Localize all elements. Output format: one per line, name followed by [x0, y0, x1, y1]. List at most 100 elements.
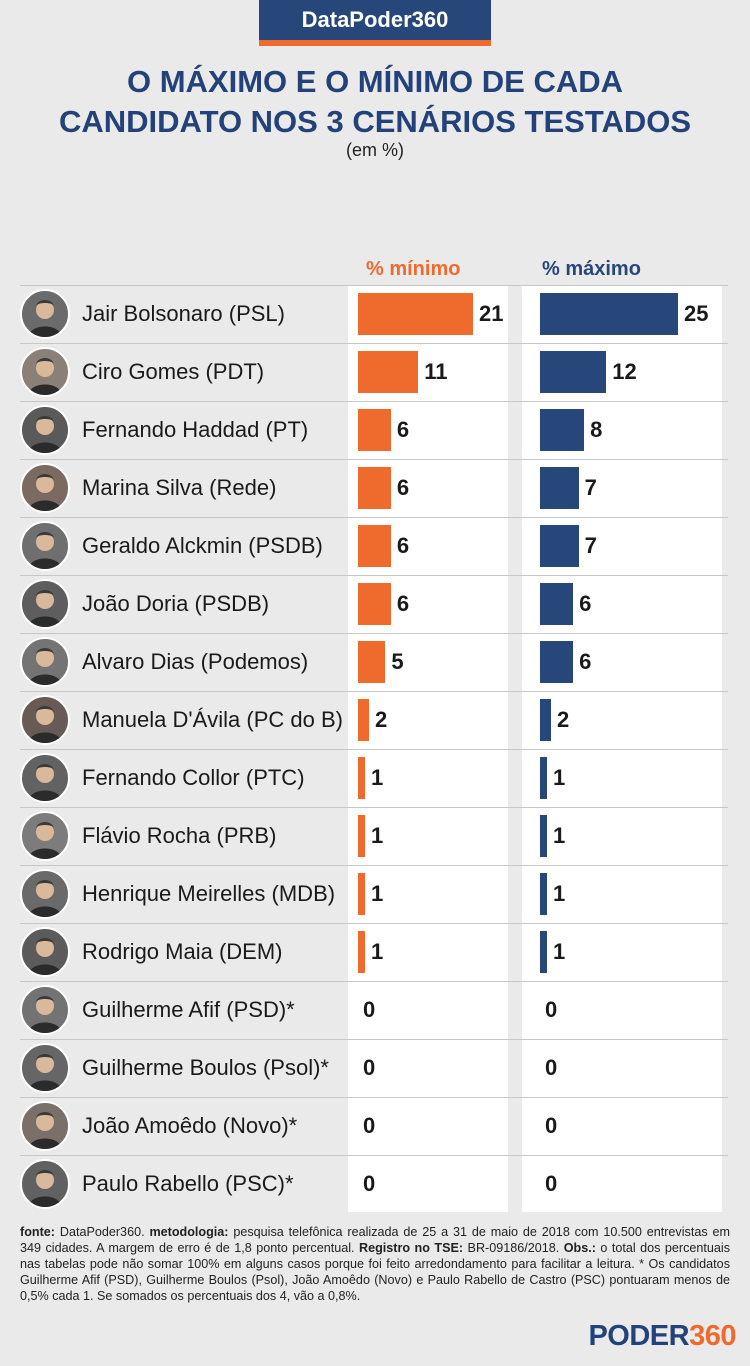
brand-header: DataPoder360: [259, 0, 491, 40]
footnote-obs-text: o total dos percentuais nas tabelas pode…: [20, 1241, 731, 1303]
row-divider: [20, 807, 728, 808]
value-label-max: 6: [579, 649, 592, 674]
value-label-min: 6: [396, 591, 410, 616]
value-label-max: 2: [557, 707, 570, 732]
value-label-max: 7: [584, 475, 597, 500]
candidate-photo: [20, 347, 70, 397]
value-label-max: 0: [545, 997, 558, 1022]
chart-row: Paulo Rabello (PSC)* 0 0: [20, 1155, 728, 1213]
value-label-min: 11: [424, 359, 448, 384]
candidate-photo: [20, 289, 70, 339]
value-label-max: 1: [553, 823, 566, 848]
bar-min: [358, 409, 391, 451]
row-divider: [20, 1039, 728, 1040]
row-divider: [20, 749, 728, 750]
row-divider: [20, 401, 728, 402]
candidate-name: Flávio Rocha (PRB): [82, 823, 277, 848]
candidate-name: João Amoêdo (Novo)*: [82, 1113, 298, 1138]
candidate-photo: [20, 463, 70, 513]
candidate-photo: [20, 637, 70, 687]
legend-max-label: % máximo: [542, 258, 641, 280]
candidate-name: Alvaro Dias (Podemos): [82, 649, 309, 674]
value-label-min: 6: [396, 417, 410, 442]
row-divider: [20, 633, 728, 634]
candidate-name: Guilherme Boulos (Psol)*: [82, 1055, 329, 1080]
row-divider: [20, 865, 728, 866]
footnote-obs-label: Obs.:: [563, 1241, 596, 1255]
bar-min: [358, 815, 365, 857]
value-label-min: 0: [363, 997, 376, 1022]
value-label-max: 6: [579, 591, 592, 616]
candidate-name: Paulo Rabello (PSC)*: [82, 1171, 294, 1196]
candidate-photo: [20, 869, 70, 919]
value-label-max: 0: [545, 1171, 558, 1196]
bar-min: [358, 931, 365, 973]
bar-max: [540, 873, 547, 915]
value-label-max: 1: [553, 881, 566, 906]
brand-label: DataPoder360: [301, 7, 449, 32]
legend-min-label: % mínimo: [366, 258, 461, 280]
candidate-photo: [20, 985, 70, 1035]
chart-subtitle: (em %): [346, 140, 404, 160]
value-label-max: 25: [684, 301, 709, 326]
bar-min: [358, 293, 473, 335]
chart-row: Guilherme Boulos (Psol)* 0 0: [20, 1039, 728, 1097]
candidate-name: Jair Bolsonaro (PSL): [82, 301, 285, 326]
candidate-photo: [20, 695, 70, 745]
value-label-min: 2: [374, 707, 388, 732]
footnote: fonte: DataPoder360. metodologia: pesqui…: [20, 1224, 730, 1304]
candidate-photo: [20, 1159, 70, 1209]
bar-min: [358, 699, 369, 741]
candidate-name: Geraldo Alckmin (PSDB): [82, 533, 323, 558]
bar-max: [540, 467, 579, 509]
bar-max: [540, 815, 547, 857]
bar-min: [358, 583, 391, 625]
value-label-min: 0: [363, 1171, 376, 1196]
candidate-photo: [20, 579, 70, 629]
value-label-max: 12: [612, 359, 637, 384]
row-divider: [20, 1155, 728, 1156]
chart-title-line2: CANDIDATO NOS 3 CENÁRIOS TESTADOS: [58, 104, 692, 139]
candidate-name: Fernando Collor (PTC): [82, 765, 305, 790]
value-label-min: 1: [371, 939, 384, 964]
bar-max: [540, 757, 547, 799]
candidate-photo: [20, 521, 70, 571]
row-divider: [20, 1097, 728, 1098]
chart-row: Ciro Gomes (PDT) 11 12: [20, 343, 728, 401]
candidate-name: Marina Silva (Rede): [82, 475, 277, 500]
candidate-photo: [20, 753, 70, 803]
value-label-max: 0: [545, 1113, 558, 1138]
value-label-min: 21: [479, 301, 504, 326]
bar-max: [540, 641, 574, 683]
candidate-photo: [20, 811, 70, 861]
poder360-logo: PODER360: [588, 1320, 736, 1353]
chart-row: Geraldo Alckmin (PSDB) 6 7: [20, 517, 728, 575]
row-divider: [20, 517, 728, 518]
chart-row: Henrique Meirelles (MDB) 1 1: [20, 865, 728, 923]
bar-max: [540, 409, 585, 451]
chart-row: Flávio Rocha (PRB) 1 1: [20, 807, 728, 865]
candidate-name: Fernando Haddad (PT): [82, 417, 309, 442]
bar-min: [358, 525, 391, 567]
chart-row: Manuela D'Ávila (PC do B) 2 2: [20, 691, 728, 749]
bar-min: [358, 873, 365, 915]
value-label-max: 0: [545, 1055, 558, 1080]
row-divider: [20, 285, 728, 286]
value-label-max: 7: [584, 533, 597, 558]
brand-underline: [259, 40, 491, 46]
footnote-metodologia-label: metodologia:: [149, 1225, 229, 1239]
chart-row: Fernando Haddad (PT) 6 8: [20, 401, 728, 459]
chart-title: O MÁXIMO E O MÍNIMO DE CADA CANDIDATO NO…: [0, 62, 750, 142]
footnote-metodologia-text: pesquisa telefônica realizada de 25 a 31…: [20, 1225, 730, 1255]
footnote-registro-label: Registro no TSE:: [358, 1241, 464, 1255]
candidate-photo: [20, 1043, 70, 1093]
chart-title-line1: O MÁXIMO E O MÍNIMO DE CADA: [127, 64, 623, 99]
chart-row: João Amoêdo (Novo)* 0 0: [20, 1097, 728, 1155]
bar-max: [540, 583, 574, 625]
bar-max: [540, 699, 552, 741]
bar-max: [540, 525, 579, 567]
chart-row: Alvaro Dias (Podemos) 5 6: [20, 633, 728, 691]
chart-row: Marina Silva (Rede) 6 7: [20, 459, 728, 517]
footnote-fonte-text: DataPoder360.: [54, 1225, 150, 1239]
candidate-name: Ciro Gomes (PDT): [82, 359, 265, 384]
